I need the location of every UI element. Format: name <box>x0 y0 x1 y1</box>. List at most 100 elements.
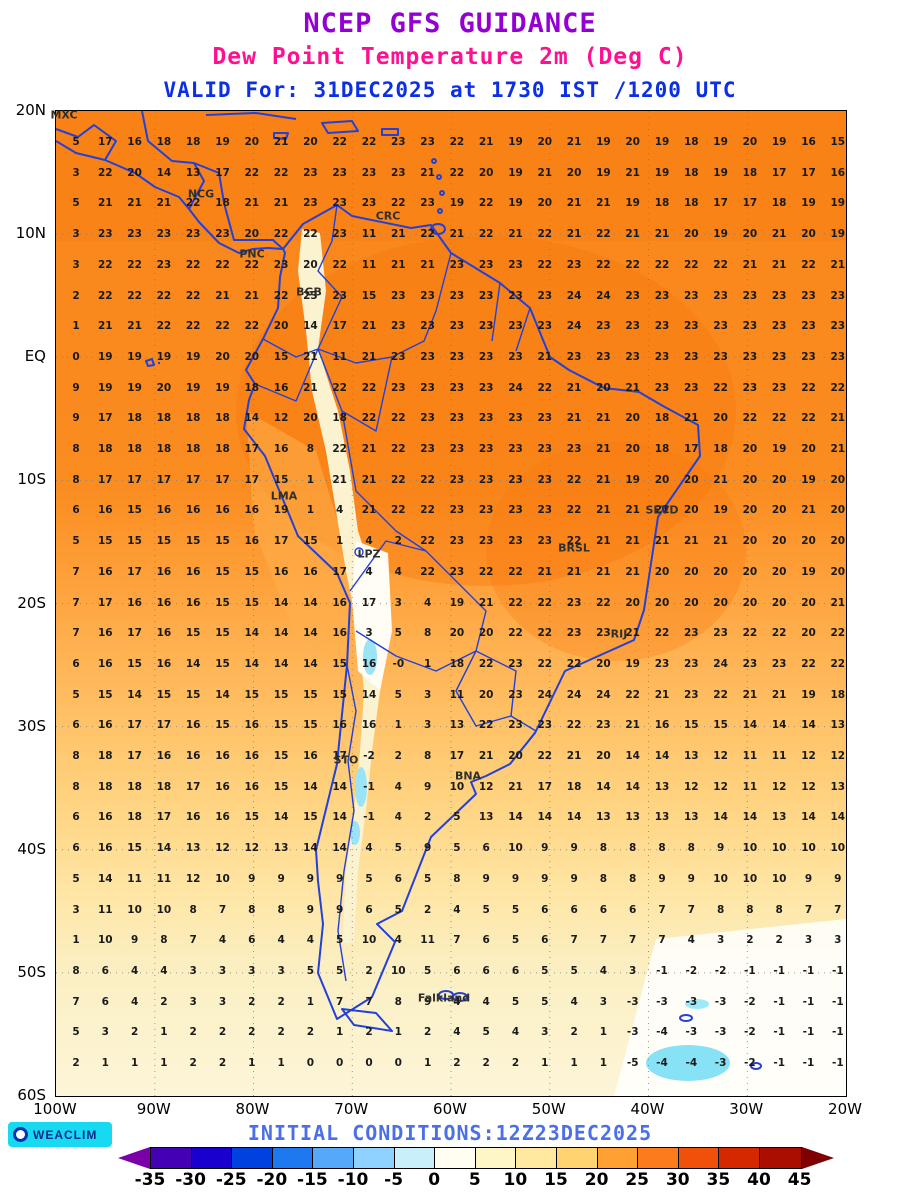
grid-value: 15 <box>215 565 230 578</box>
grid-value: 21 <box>127 320 142 333</box>
grid-value: 15 <box>185 535 201 548</box>
grid-value: 15 <box>215 627 230 640</box>
grid-value: 23 <box>508 258 523 271</box>
grid-value: 23 <box>625 289 640 302</box>
grid-value: 23 <box>596 320 611 333</box>
grid-value: 23 <box>830 320 846 333</box>
grid-value: 18 <box>244 381 260 394</box>
grid-value: 22 <box>273 289 289 302</box>
grid-value: 19 <box>596 136 611 148</box>
grid-value: 10 <box>215 872 230 885</box>
grid-value: 23 <box>683 688 699 701</box>
grid-value: 15 <box>127 504 142 517</box>
grid-value: 16 <box>127 136 142 148</box>
grid-value: 16 <box>156 596 172 609</box>
grid-value: 20 <box>127 166 142 179</box>
grid-value: 20 <box>742 228 758 241</box>
colorbar-cell <box>191 1148 233 1168</box>
grid-value: 15 <box>273 688 289 701</box>
grid-value: -1 <box>773 1057 786 1069</box>
grid-value: 13 <box>185 842 201 855</box>
grid-value: 21 <box>566 197 582 210</box>
grid-value: 21 <box>771 258 787 271</box>
grid-value: 23 <box>420 289 435 302</box>
grid-value: 13 <box>654 811 670 824</box>
grid-value: 8 <box>629 842 637 855</box>
grid-value: 17 <box>332 750 347 762</box>
colorbar-tick-label: -25 <box>215 1170 247 1190</box>
grid-value: 8 <box>453 872 461 885</box>
grid-value: 17 <box>683 443 699 455</box>
grid-value: 22 <box>390 412 406 425</box>
grid-value: 6 <box>72 504 80 517</box>
east-brazil-deep-orange-region <box>486 441 746 661</box>
grid-value: 22 <box>801 258 816 271</box>
lesser-antilles-island <box>439 190 445 196</box>
lat-label: 40S <box>17 839 46 858</box>
grid-value: 23 <box>508 320 523 333</box>
grid-value: 21 <box>361 350 377 363</box>
grid-value: 23 <box>478 443 494 455</box>
grid-value: 20 <box>625 412 640 425</box>
grid-value: 18 <box>97 443 113 455</box>
grid-value: 23 <box>683 350 699 363</box>
grid-value: 23 <box>742 289 758 302</box>
grid-value: 23 <box>508 412 523 425</box>
grid-value: 20 <box>801 443 816 455</box>
grid-value: 23 <box>537 412 553 425</box>
colorbar-tick-label: 45 <box>787 1170 812 1190</box>
colorbar-cell <box>556 1148 598 1168</box>
grid-value: -3 <box>714 1057 727 1069</box>
grid-value: 20 <box>478 627 494 640</box>
grid-value: 14 <box>801 719 816 732</box>
lon-label: 50W <box>531 1100 566 1118</box>
grid-value: 22 <box>683 258 699 271</box>
lake-titicaca <box>354 547 364 557</box>
grid-value: 11 <box>742 750 758 762</box>
grid-value: 2 <box>130 1026 139 1039</box>
grid-value: 23 <box>566 443 582 455</box>
grid-value: 10 <box>156 903 172 916</box>
grid-value: 12 <box>215 842 230 855</box>
grid-value: 22 <box>156 320 172 333</box>
grid-value: 14 <box>332 842 347 855</box>
grid-value: -4 <box>656 1057 668 1069</box>
lat-label: 50S <box>17 962 46 981</box>
grid-value: 21 <box>596 443 611 455</box>
grid-value: 23 <box>537 504 553 517</box>
grid-value: 12 <box>273 412 289 425</box>
grid-value: 20 <box>625 136 640 148</box>
grid-value: 23 <box>508 504 523 517</box>
grid-value: 1 <box>423 657 432 670</box>
grid-value: 10 <box>508 842 523 855</box>
grid-value: 7 <box>336 995 344 1008</box>
grid-value: 15 <box>215 596 230 609</box>
grid-value: 17 <box>215 166 230 179</box>
grid-value: 24 <box>596 688 611 701</box>
grid-value: 22 <box>390 197 406 210</box>
grid-value: 16 <box>654 719 670 732</box>
grid-value: 19 <box>127 350 142 363</box>
lon-label: 30W <box>729 1100 764 1118</box>
grid-value: 15 <box>303 811 318 824</box>
grid-value: 21 <box>566 136 582 148</box>
grid-value: 15 <box>830 136 846 148</box>
grid-value: 22 <box>332 258 347 271</box>
grid-value: -2 <box>744 1057 756 1069</box>
grid-value: 11 <box>771 750 787 762</box>
grid-value: 19 <box>156 350 172 363</box>
grid-value: 15 <box>185 688 201 701</box>
colorbar-cell <box>678 1148 720 1168</box>
grid-value: 23 <box>449 504 465 517</box>
grid-value: 20 <box>537 197 553 210</box>
colorbar-tick-label: -35 <box>134 1170 166 1190</box>
colorbar-cell <box>353 1148 395 1168</box>
grid-value: 2 <box>160 995 168 1008</box>
grid-value: 22 <box>508 565 523 578</box>
grid-value: -1 <box>802 1057 815 1069</box>
grid-value: 15 <box>713 719 728 732</box>
grid-value: 2 <box>189 1057 197 1069</box>
grid-value: 18 <box>185 443 201 455</box>
grid-value: 3 <box>248 964 256 977</box>
